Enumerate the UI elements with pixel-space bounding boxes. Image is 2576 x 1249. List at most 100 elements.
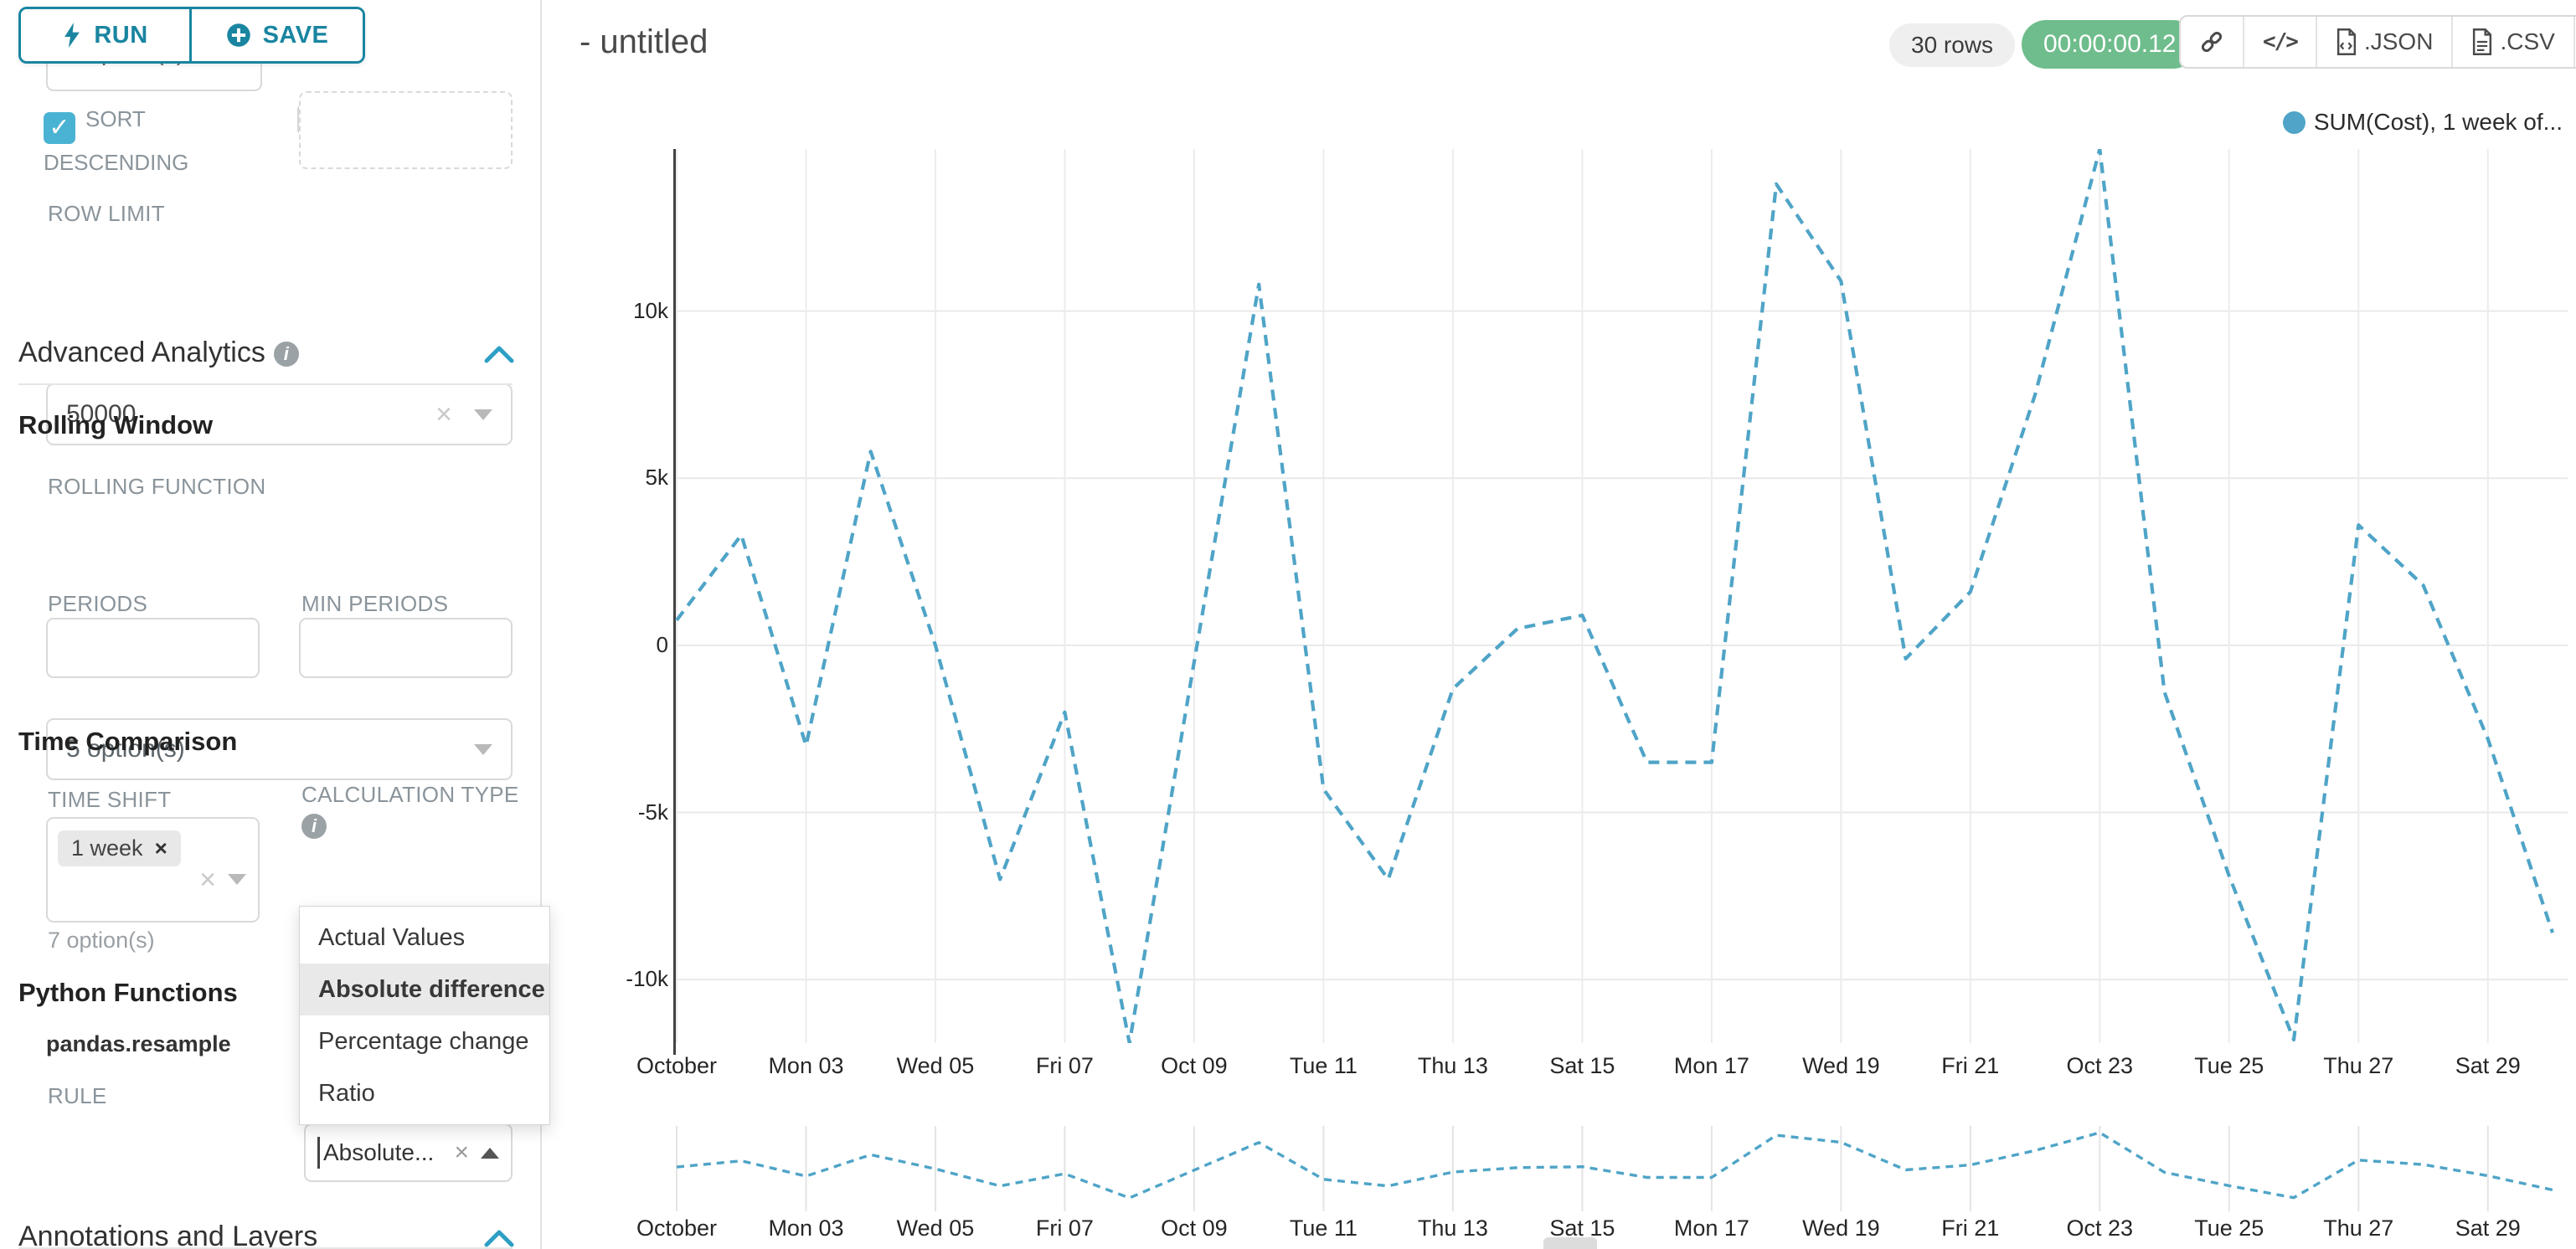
- y-tick-label: 0: [656, 631, 668, 657]
- text-cursor: [317, 1137, 320, 1169]
- time-shift-select[interactable]: 1 week × ×: [46, 817, 260, 923]
- x-tick-label: Oct 09: [1161, 1053, 1228, 1078]
- min-periods-label: MIN PERIODS: [301, 591, 449, 616]
- checkbox-checked-icon[interactable]: ✓: [44, 112, 75, 144]
- export-csv-button[interactable]: .CSV: [2451, 17, 2573, 67]
- x-tick-label: Mon 03: [768, 1216, 844, 1241]
- info-icon[interactable]: i: [301, 814, 327, 839]
- run-button-label: RUN: [94, 21, 148, 49]
- time-shift-tag-label: 1 week: [71, 835, 143, 861]
- export-json-button[interactable]: .JSON: [2315, 17, 2451, 67]
- chevron-up-icon[interactable]: [481, 1147, 499, 1159]
- collapse-chevron-up-icon[interactable]: [484, 1229, 514, 1247]
- legend-series-label: SUM(Cost), 1 week of...: [2313, 109, 2563, 135]
- chevron-down-icon[interactable]: [474, 409, 492, 420]
- x-tick-label: Tue 11: [1289, 1216, 1358, 1241]
- calculation-option[interactable]: Actual Values: [318, 924, 466, 951]
- chart-title[interactable]: - untitled: [580, 23, 708, 60]
- run-button[interactable]: RUN: [21, 9, 192, 61]
- sort-by-empty-select[interactable]: [299, 91, 513, 169]
- calculation-type-value: Absolute...: [323, 1139, 435, 1165]
- sort-descending-control[interactable]: ✓ SORT DESCENDING: [44, 100, 270, 181]
- y-tick-label: -10k: [626, 966, 668, 992]
- calculation-type-select[interactable]: Absolute... ×: [304, 1123, 513, 1182]
- resize-handle[interactable]: [1543, 1237, 1597, 1249]
- save-button[interactable]: SAVE: [192, 9, 363, 61]
- x-tick-label: Fri 21: [1941, 1216, 2000, 1241]
- x-tick-label: Wed 19: [1802, 1053, 1880, 1078]
- row-limit-select[interactable]: 50000 ×: [46, 383, 513, 445]
- y-axis-line: [673, 149, 676, 1055]
- collapse-chevron-up-icon[interactable]: [484, 345, 514, 363]
- tag-remove-icon[interactable]: ×: [154, 835, 167, 861]
- calculation-option[interactable]: Absolute difference: [300, 964, 549, 1015]
- x-tick-label: Mon 03: [768, 1053, 844, 1078]
- x-tick-label: Mon 17: [1673, 1053, 1749, 1078]
- x-tick-label: Tue 25: [2194, 1053, 2264, 1078]
- rolling-function-value: 5 option(s): [66, 735, 185, 763]
- section-divider: [18, 1247, 513, 1249]
- x-tick-label: Mon 17: [1673, 1216, 1749, 1241]
- clear-icon[interactable]: ×: [199, 864, 216, 896]
- clear-icon[interactable]: ×: [454, 1138, 469, 1166]
- periods-input[interactable]: [46, 618, 260, 678]
- main-chart-canvas[interactable]: [675, 149, 2568, 1043]
- time-comparison-title: Time Comparison: [18, 727, 238, 756]
- rule-label: RULE: [48, 1083, 107, 1108]
- advanced-analytics-title: Advanced Analytics: [18, 337, 265, 368]
- export-toolbar: </> .JSON .CSV: [2179, 15, 2576, 69]
- chart-menu-button[interactable]: [2573, 17, 2576, 67]
- file-icon: [2473, 28, 2492, 55]
- time-shift-label: TIME SHIFT: [48, 787, 172, 812]
- plus-circle-icon: [226, 23, 250, 47]
- calculation-type-label: CALCULATION TYPE: [301, 782, 519, 807]
- json-label: .JSON: [2363, 28, 2434, 54]
- calculation-option[interactable]: Ratio: [318, 1080, 375, 1107]
- x-tick-label: Oct 09: [1161, 1216, 1228, 1241]
- code-icon: </>: [2263, 29, 2299, 54]
- y-tick-label: 5k: [645, 465, 668, 491]
- link-icon: [2201, 31, 2223, 53]
- x-tick-label: Thu 13: [1417, 1053, 1488, 1078]
- periods-label: PERIODS: [48, 591, 148, 616]
- x-tick-label: Wed 05: [896, 1216, 975, 1241]
- csv-label: .CSV: [2500, 28, 2555, 54]
- share-link-button[interactable]: [2181, 17, 2243, 67]
- x-tick-label: Thu 27: [2323, 1216, 2394, 1241]
- y-tick-label: 10k: [633, 297, 668, 323]
- python-functions-title: Python Functions: [18, 978, 238, 1007]
- row-limit-value: 50000: [66, 400, 137, 428]
- min-periods-input[interactable]: [299, 618, 513, 678]
- calculation-option[interactable]: Percentage change: [318, 1028, 529, 1055]
- advanced-analytics-header[interactable]: Advanced Analytics i: [18, 337, 299, 369]
- clear-icon[interactable]: ×: [435, 398, 452, 430]
- annotations-layers-title: Annotations and Layers: [18, 1221, 318, 1249]
- x-tick-label: October: [636, 1053, 718, 1078]
- file-icon: [2336, 28, 2357, 55]
- info-icon[interactable]: i: [273, 342, 299, 367]
- x-tick-label: Tue 11: [1289, 1053, 1358, 1078]
- chevron-down-icon[interactable]: [474, 743, 492, 755]
- x-tick-label: Oct 23: [2066, 1053, 2134, 1078]
- view-query-button[interactable]: </>: [2243, 17, 2316, 67]
- legend-series-dot: [2282, 111, 2306, 134]
- time-shift-tag: 1 week ×: [58, 830, 181, 866]
- x-tick-label: Sat 15: [1549, 1216, 1615, 1241]
- x-tick-label: Fri 21: [1941, 1053, 2000, 1078]
- mini-preview-chart-canvas[interactable]: [675, 1126, 2568, 1211]
- lightning-icon: [64, 23, 80, 48]
- chart-legend[interactable]: SUM(Cost), 1 week of...: [2282, 109, 2563, 136]
- sort-descending-label: SORT DESCENDING: [44, 106, 189, 175]
- x-tick-label: Oct 23: [2066, 1216, 2134, 1241]
- panel-divider: [540, 0, 542, 1249]
- x-tick-label: October: [636, 1216, 718, 1241]
- x-tick-label: Sat 29: [2455, 1216, 2521, 1241]
- save-button-label: SAVE: [262, 21, 329, 49]
- rows-badge: 30 rows: [1889, 23, 2016, 67]
- x-tick-label: Wed 05: [896, 1053, 975, 1078]
- y-tick-label: -5k: [637, 799, 668, 825]
- rolling-function-select[interactable]: 5 option(s): [46, 718, 513, 780]
- section-divider: [18, 383, 513, 385]
- chevron-down-icon[interactable]: [228, 874, 246, 885]
